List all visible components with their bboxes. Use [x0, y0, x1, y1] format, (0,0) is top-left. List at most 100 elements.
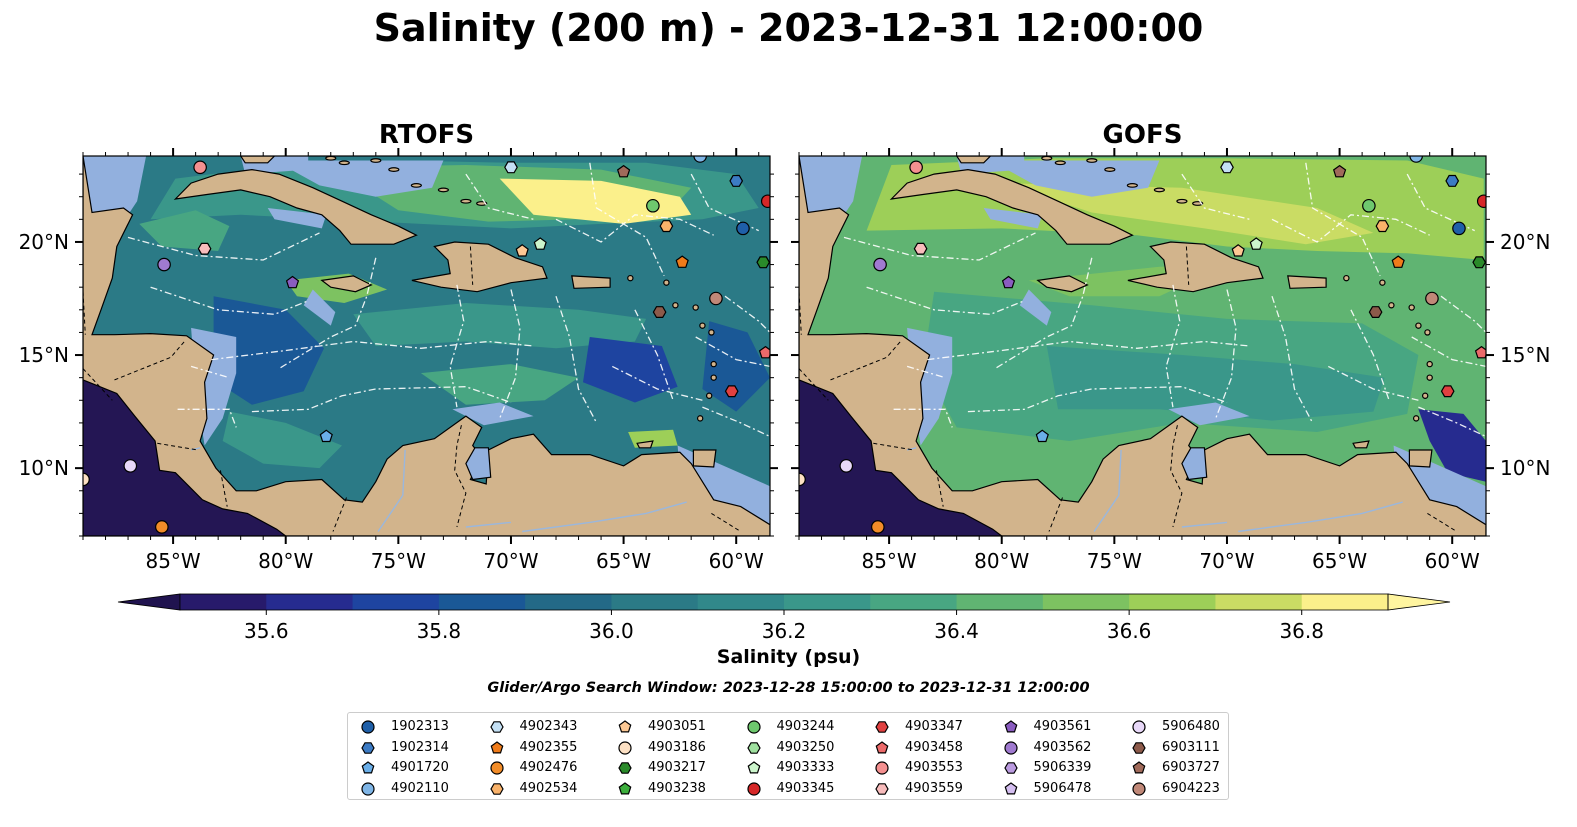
salinity-band	[702, 321, 770, 412]
legend-marker	[361, 761, 375, 774]
salinity-band	[628, 429, 678, 448]
legend-column: 4902343 4902355 4902476 4902534	[477, 717, 603, 799]
legend-entry: 4903244	[734, 717, 860, 738]
circle-marker-icon	[361, 781, 375, 796]
hexagon-marker-icon	[1003, 762, 1018, 774]
float-marker	[839, 459, 854, 473]
panel-title-gofs: GOFS	[1102, 120, 1183, 150]
legend-entry: 4903333	[734, 758, 860, 779]
legend-entry: 5906478	[991, 779, 1117, 800]
colorbar-bin	[1042, 594, 1130, 610]
float-marker	[1220, 161, 1234, 174]
hexagon-marker-icon	[489, 782, 504, 795]
colorbar-tick-label: 35.6	[244, 619, 289, 643]
legend-entry: 6903111	[1119, 738, 1245, 759]
legend-entry: 4903051	[605, 717, 731, 738]
hexagon-marker-icon	[361, 741, 375, 754]
map-panel-gofs: 85°W 80°W 75°W 70°W 65°W 60°W 20°N 15°N 10°N	[791, 148, 1550, 573]
lat-tick-label: 15°N	[19, 343, 69, 367]
legend-entry: 4903347	[862, 717, 988, 738]
legend-label: 5906478	[1033, 780, 1092, 796]
map-panel-rtofs: 85°W 80°W 75°W 70°W 65°W 60°W 20°N 15°N 10°N	[19, 148, 778, 573]
legend-marker	[361, 720, 375, 734]
legend-label: 4902355	[519, 739, 578, 755]
salinity-band	[353, 303, 647, 349]
float-marker	[1440, 385, 1455, 398]
legend-entry: 4903186	[605, 738, 731, 759]
colorbar-tick-label: 35.8	[417, 619, 462, 643]
legend-label: 4903250	[776, 739, 835, 755]
circle-marker-icon	[489, 761, 504, 775]
salinity-band	[213, 296, 324, 405]
maritime-boundaries	[127, 162, 770, 438]
legend-label: 5906339	[1033, 760, 1092, 775]
colorbar: 35.6 35.8 36.0 36.2 36.4 36.6 36.8	[117, 593, 1451, 643]
legend-label: 4902110	[391, 780, 449, 796]
legend-entry: 1902313	[348, 717, 474, 738]
lon-tick-label: 60°W	[709, 549, 764, 573]
hexagon-marker-icon	[1132, 741, 1146, 754]
float-marker	[1452, 221, 1466, 236]
salinity-field	[799, 156, 1486, 536]
legend-marker	[1132, 761, 1146, 774]
legend-marker	[489, 761, 504, 775]
lon-tick-label: 65°W	[596, 549, 651, 573]
float-marker	[799, 472, 806, 487]
circle-marker-icon	[1132, 720, 1146, 734]
legend-label: 6903727	[1162, 760, 1220, 775]
lon-tick-label: 85°W	[861, 549, 916, 573]
salinity-band	[420, 364, 579, 405]
pentagon-marker-icon	[1004, 781, 1017, 794]
hexagon-marker-icon	[875, 782, 889, 795]
land	[799, 156, 1486, 536]
legend-marker	[1132, 781, 1146, 796]
colorbar-bin	[1129, 594, 1216, 610]
legend-marker	[618, 720, 632, 733]
legend-entry: 1902314	[348, 738, 474, 759]
legend-column: 5906480 6903111 6903727 6904223	[1119, 717, 1245, 799]
legend-label: 4903217	[648, 760, 706, 775]
colorbar-bin	[352, 594, 440, 610]
float-marker	[1362, 198, 1376, 213]
colorbar-bin	[1215, 594, 1303, 610]
legend-label: 4903559	[905, 780, 963, 796]
legend-entry: 4902355	[477, 738, 603, 759]
legend-marker	[875, 721, 889, 733]
legend-marker	[1004, 781, 1017, 794]
salinity-band	[583, 337, 678, 403]
float-marker	[758, 345, 770, 359]
float-marker	[1375, 220, 1390, 233]
float-legend: 1902313 1902314 4901720 4902110 4902343 49023…	[347, 712, 1229, 800]
colorbar-tick-label: 36.6	[1107, 619, 1152, 643]
circle-marker-icon	[618, 740, 632, 755]
float-markers	[83, 156, 770, 534]
lon-tick-label: 80°W	[258, 549, 313, 573]
circle-marker-icon	[746, 781, 761, 796]
hexagon-marker-icon	[489, 721, 504, 733]
pentagon-marker-icon	[747, 761, 760, 774]
colorbar-bin	[956, 594, 1044, 610]
legend-column: 4903347 4903458 4903553 4903559	[862, 717, 988, 799]
legend-marker	[875, 782, 889, 795]
float-marker	[1035, 429, 1049, 443]
colorbar-tick-label: 36.4	[934, 619, 979, 643]
float-marker	[646, 198, 660, 213]
float-marker	[1474, 345, 1486, 359]
float-marker	[285, 275, 300, 289]
colorbar-bin	[266, 594, 354, 610]
legend-label: 4903345	[776, 780, 835, 796]
lat-tick-label: 10°N	[19, 456, 69, 480]
legend-entry: 4901720	[348, 758, 474, 779]
pentagon-marker-icon	[1132, 761, 1146, 774]
legend-marker	[747, 761, 760, 774]
legend-entry: 4902343	[477, 717, 603, 738]
legend-label: 4903561	[1033, 719, 1092, 734]
colorbar-tick-label: 36.8	[1279, 619, 1324, 643]
map-frame	[82, 155, 771, 537]
salinity-band	[1001, 183, 1374, 245]
float-marker	[157, 257, 171, 272]
float-marker	[1001, 275, 1016, 289]
float-marker	[756, 256, 770, 269]
float-marker	[736, 221, 750, 236]
float-marker	[1249, 237, 1263, 250]
